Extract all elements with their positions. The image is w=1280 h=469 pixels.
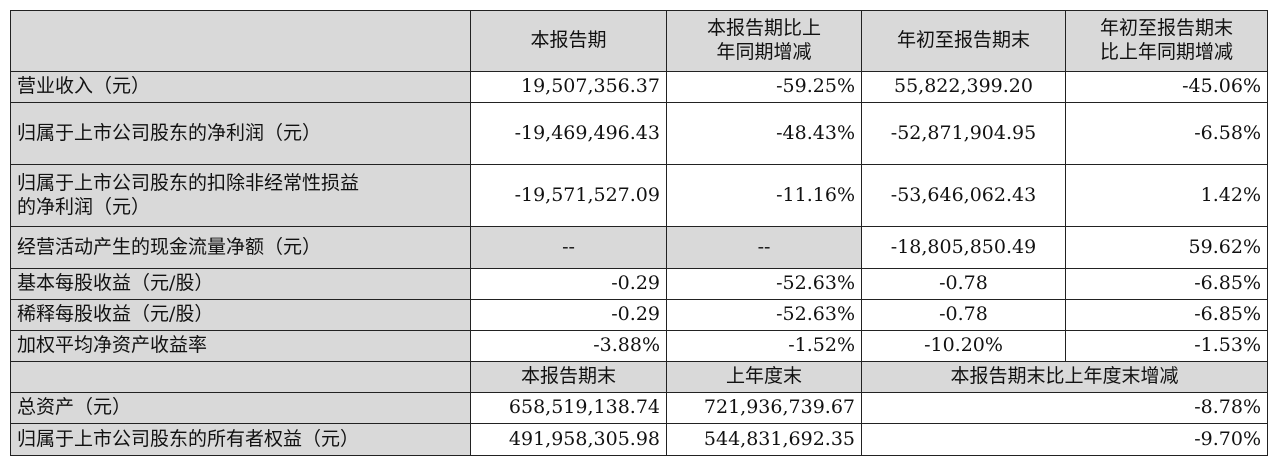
- value-cell: -18,805,850.49: [861, 226, 1066, 269]
- header-corner-cell: [10, 10, 471, 72]
- row-label: 基本每股收益（元/股）: [10, 268, 471, 300]
- table-subheader-row: 本报告期末 上年度末 本报告期末比上年度末增减: [10, 361, 1268, 393]
- value-cell: 721,936,739.67: [666, 392, 862, 424]
- row-label: 归属于上市公司股东的净利润（元）: [10, 102, 471, 165]
- header-current-period: 本报告期: [470, 10, 667, 72]
- row-label: 归属于上市公司股东的所有者权益（元）: [10, 423, 471, 456]
- table-row: 经营活动产生的现金流量净额（元） -- -- -18,805,850.49 59…: [10, 226, 1268, 269]
- row-label: 加权平均净资产收益率: [10, 330, 471, 362]
- header-current-period-yoy: 本报告期比上 年同期增减: [666, 10, 862, 72]
- financial-table-container: 本报告期 本报告期比上 年同期增减 年初至报告期末 年初至报告期末 比上年同期增减 …: [10, 10, 1268, 456]
- table-row: 营业收入（元） 19,507,356.37 -59.25% 55,822,399…: [10, 71, 1268, 103]
- table-row: 归属于上市公司股东的所有者权益（元） 491,958,305.98 544,83…: [10, 423, 1268, 456]
- value-cell: --: [666, 226, 862, 269]
- row-label: 经营活动产生的现金流量净额（元）: [10, 226, 471, 269]
- value-cell: -52.63%: [666, 268, 862, 300]
- subheader-corner-cell: [10, 361, 471, 393]
- value-cell: 19,507,356.37: [470, 71, 667, 103]
- value-cell: -45.06%: [1065, 71, 1268, 103]
- header-ytd: 年初至报告期末: [861, 10, 1066, 72]
- value-cell: -52.63%: [666, 299, 862, 331]
- value-cell: -0.29: [470, 268, 667, 300]
- value-cell: 658,519,138.74: [470, 392, 667, 424]
- header-ytd-yoy: 年初至报告期末 比上年同期增减: [1065, 10, 1268, 72]
- value-cell: -0.29: [470, 299, 667, 331]
- table-header-row: 本报告期 本报告期比上 年同期增减 年初至报告期末 年初至报告期末 比上年同期增减: [10, 10, 1268, 72]
- table-row: 稀释每股收益（元/股） -0.29 -52.63% -0.78 -6.85%: [10, 299, 1268, 331]
- value-cell: --: [470, 226, 667, 269]
- subheader-prior-year-end: 上年度末: [666, 361, 862, 393]
- value-cell: -10.20%: [861, 330, 1066, 362]
- value-cell: -11.16%: [666, 164, 862, 227]
- value-cell: -1.53%: [1065, 330, 1268, 362]
- value-cell: -0.78: [861, 268, 1066, 300]
- value-cell: -8.78%: [861, 392, 1268, 424]
- value-cell: -6.85%: [1065, 268, 1268, 300]
- value-cell: -0.78: [861, 299, 1066, 331]
- table-row: 加权平均净资产收益率 -3.88% -1.52% -10.20% -1.53%: [10, 330, 1268, 362]
- table-row: 归属于上市公司股东的扣除非经常性损益 的净利润（元） -19,571,527.09…: [10, 164, 1268, 227]
- table-row: 基本每股收益（元/股） -0.29 -52.63% -0.78 -6.85%: [10, 268, 1268, 300]
- table-row: 归属于上市公司股东的净利润（元） -19,469,496.43 -48.43% …: [10, 102, 1268, 165]
- value-cell: 59.62%: [1065, 226, 1268, 269]
- key-financial-data-table: 本报告期 本报告期比上 年同期增减 年初至报告期末 年初至报告期末 比上年同期增减 …: [10, 10, 1268, 456]
- value-cell: 55,822,399.20: [861, 71, 1066, 103]
- row-label: 稀释每股收益（元/股）: [10, 299, 471, 331]
- value-cell: -6.58%: [1065, 102, 1268, 165]
- value-cell: 544,831,692.35: [666, 423, 862, 456]
- row-label: 总资产（元）: [10, 392, 471, 424]
- subheader-change: 本报告期末比上年度末增减: [861, 361, 1268, 393]
- value-cell: 1.42%: [1065, 164, 1268, 227]
- value-cell: -52,871,904.95: [861, 102, 1066, 165]
- row-label: 归属于上市公司股东的扣除非经常性损益 的净利润（元）: [10, 164, 471, 227]
- value-cell: -6.85%: [1065, 299, 1268, 331]
- value-cell: -19,469,496.43: [470, 102, 667, 165]
- value-cell: -53,646,062.43: [861, 164, 1066, 227]
- subheader-period-end: 本报告期末: [470, 361, 667, 393]
- value-cell: -1.52%: [666, 330, 862, 362]
- value-cell: -19,571,527.09: [470, 164, 667, 227]
- row-label: 营业收入（元）: [10, 71, 471, 103]
- value-cell: -48.43%: [666, 102, 862, 165]
- value-cell: -9.70%: [861, 423, 1268, 456]
- value-cell: -59.25%: [666, 71, 862, 103]
- value-cell: 491,958,305.98: [470, 423, 667, 456]
- table-row: 总资产（元） 658,519,138.74 721,936,739.67 -8.…: [10, 392, 1268, 424]
- value-cell: -3.88%: [470, 330, 667, 362]
